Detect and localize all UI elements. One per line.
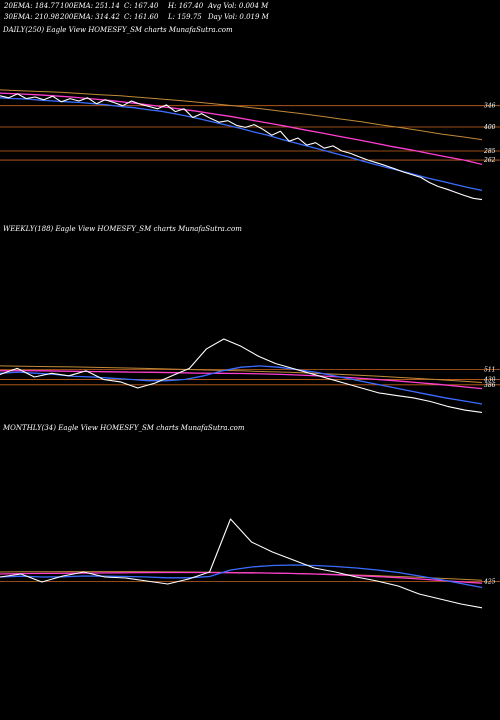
stat-20ema: 20EMA: 184.77 [4, 2, 60, 10]
series-line-20ema [0, 564, 483, 589]
price-label: 262 [483, 157, 496, 164]
series-line-200ema [0, 89, 483, 141]
series-line-20ema [0, 365, 483, 405]
series-line-20ema [0, 97, 483, 192]
price-label: 346 [484, 103, 496, 110]
weekly-chart-title: WEEKLY(188) Eagle View HOMESFY_SM charts… [3, 225, 242, 233]
stats-row-1: 20EMA: 184.77 100EMA: 251.14 C: 167.40 H… [4, 1, 304, 12]
stats-row-2: 30EMA: 210.98 200EMA: 314.42 C: 161.60 L… [4, 12, 304, 23]
stats-header: 20EMA: 184.77 100EMA: 251.14 C: 167.40 H… [4, 1, 304, 23]
series-line-price [0, 338, 483, 413]
stat-30ema: 30EMA: 210.98 [4, 13, 60, 21]
price-label: 285 [483, 148, 496, 155]
series-line-100ema [0, 92, 483, 166]
stat-100ema: 100EMA: 251.14 [60, 2, 120, 10]
monthly-chart-svg: 425 [0, 518, 500, 609]
stat-avg-vol: Avg Vol: 0.004 M [208, 2, 269, 10]
daily-chart-title: DAILY(250) Eagle View HOMESFY_SM charts … [3, 26, 233, 34]
monthly-chart-panel: MONTHLY(34) Eagle View HOMESFY_SM charts… [0, 424, 500, 624]
price-label: 400 [483, 124, 496, 131]
stat-low: L: 159.75 [168, 13, 202, 21]
daily-chart-panel: DAILY(250) Eagle View HOMESFY_SM charts … [0, 26, 500, 226]
stat-200ema: 200EMA: 314.42 [60, 13, 120, 21]
stat-high: H: 167.40 [168, 2, 204, 10]
series-line-100ema [0, 369, 483, 390]
price-label: 430 [483, 376, 496, 383]
price-label: 425 [483, 579, 496, 586]
daily-chart-svg: 346 400 285 262 [0, 89, 500, 201]
price-label: 386 [484, 382, 496, 389]
series-line-price [0, 518, 483, 609]
series-line-200ema [0, 365, 483, 383]
monthly-chart-title: MONTHLY(34) Eagle View HOMESFY_SM charts… [3, 424, 245, 432]
stat-day-vol: Day Vol: 0.019 M [208, 13, 269, 21]
series-line-price [0, 93, 483, 201]
weekly-chart-panel: WEEKLY(188) Eagle View HOMESFY_SM charts… [0, 225, 500, 425]
stat-open: C: 167.40 [124, 2, 159, 10]
stat-close: C: 161.60 [124, 13, 159, 21]
price-label: 511 [484, 367, 495, 374]
